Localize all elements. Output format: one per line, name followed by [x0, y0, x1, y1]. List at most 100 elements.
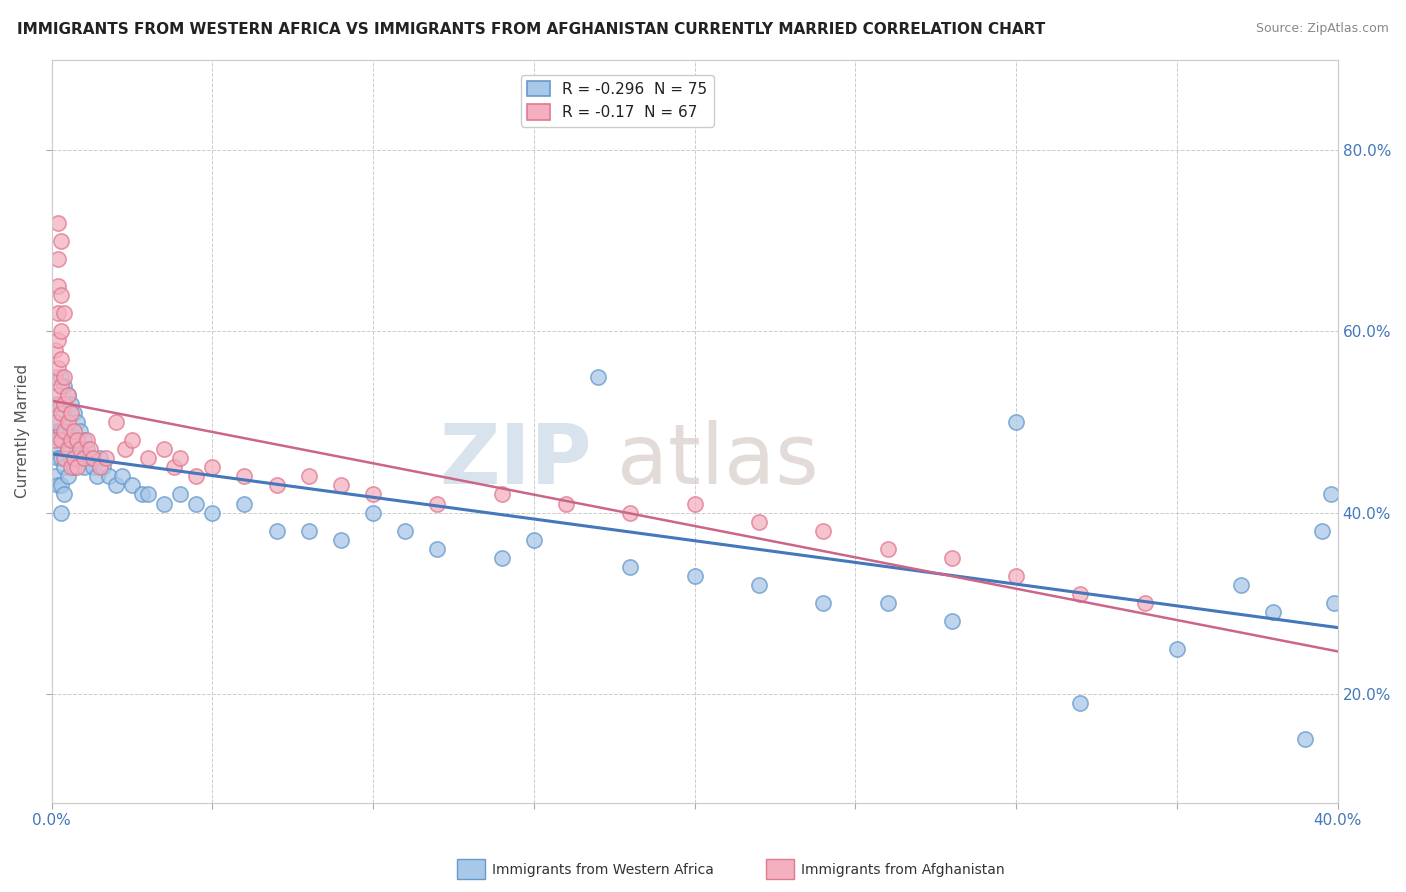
Point — [104, 478, 127, 492]
Point — [44, 397, 66, 411]
Point — [298, 524, 321, 538]
Point — [619, 506, 641, 520]
Point — [748, 515, 770, 529]
Point — [63, 460, 86, 475]
Text: Immigrants from Western Africa: Immigrants from Western Africa — [492, 863, 714, 877]
Point — [104, 415, 127, 429]
Point — [1133, 596, 1156, 610]
Point — [51, 234, 73, 248]
Point — [79, 451, 101, 466]
Point — [266, 478, 288, 492]
Point — [73, 433, 96, 447]
Point — [121, 433, 143, 447]
Point — [329, 478, 352, 492]
Point — [153, 442, 176, 457]
Point — [523, 533, 546, 547]
Point — [51, 325, 73, 339]
Point — [1230, 578, 1253, 592]
Point — [683, 497, 706, 511]
Point — [586, 369, 609, 384]
Point — [426, 497, 449, 511]
Point — [1310, 524, 1333, 538]
Point — [44, 433, 66, 447]
Point — [201, 506, 224, 520]
Point — [82, 451, 104, 466]
Point — [59, 451, 82, 466]
Point — [44, 469, 66, 483]
Point — [51, 369, 73, 384]
Point — [51, 478, 73, 492]
Text: Source: ZipAtlas.com: Source: ZipAtlas.com — [1256, 22, 1389, 36]
Point — [683, 569, 706, 583]
Point — [329, 533, 352, 547]
Point — [121, 478, 143, 492]
Point — [51, 351, 73, 366]
Point — [1005, 569, 1028, 583]
Point — [361, 487, 384, 501]
Point — [96, 451, 118, 466]
Point — [56, 388, 79, 402]
Point — [69, 424, 91, 438]
Point — [91, 460, 114, 475]
Point — [186, 497, 208, 511]
Point — [136, 487, 159, 501]
Point — [811, 596, 834, 610]
Point — [89, 460, 111, 475]
Point — [114, 442, 136, 457]
Point — [59, 424, 82, 438]
Point — [426, 541, 449, 556]
Point — [53, 451, 76, 466]
Point — [46, 334, 69, 348]
Point — [63, 433, 86, 447]
Point — [394, 524, 416, 538]
Point — [51, 397, 73, 411]
Point — [51, 288, 73, 302]
Point — [298, 469, 321, 483]
Point — [748, 578, 770, 592]
Point — [51, 406, 73, 420]
Point — [53, 424, 76, 438]
Point — [66, 433, 89, 447]
Point — [56, 388, 79, 402]
Point — [169, 451, 191, 466]
Point — [233, 469, 256, 483]
Point — [46, 216, 69, 230]
Point — [266, 524, 288, 538]
Point — [876, 541, 898, 556]
Point — [82, 460, 104, 475]
Point — [59, 397, 82, 411]
Point — [63, 406, 86, 420]
Point — [811, 524, 834, 538]
Point — [1166, 641, 1188, 656]
Point — [76, 442, 98, 457]
Point — [73, 451, 96, 466]
Point — [59, 460, 82, 475]
Point — [44, 415, 66, 429]
Point — [44, 369, 66, 384]
Point — [63, 451, 86, 466]
Point — [66, 460, 89, 475]
Point — [73, 460, 96, 475]
Point — [201, 460, 224, 475]
Point — [59, 406, 82, 420]
Point — [51, 451, 73, 466]
Point — [86, 469, 108, 483]
Point — [46, 424, 69, 438]
Point — [46, 388, 69, 402]
Text: ZIP: ZIP — [439, 420, 592, 501]
Point — [555, 497, 578, 511]
Point — [56, 442, 79, 457]
Point — [941, 550, 963, 565]
Point — [1005, 415, 1028, 429]
Point — [1320, 487, 1343, 501]
Point — [1295, 732, 1317, 747]
Point — [51, 378, 73, 392]
Point — [46, 279, 69, 293]
Point — [66, 415, 89, 429]
Point — [98, 469, 121, 483]
Text: atlas: atlas — [617, 420, 820, 501]
Point — [44, 442, 66, 457]
Point — [44, 415, 66, 429]
Text: Immigrants from Afghanistan: Immigrants from Afghanistan — [801, 863, 1005, 877]
Point — [76, 433, 98, 447]
